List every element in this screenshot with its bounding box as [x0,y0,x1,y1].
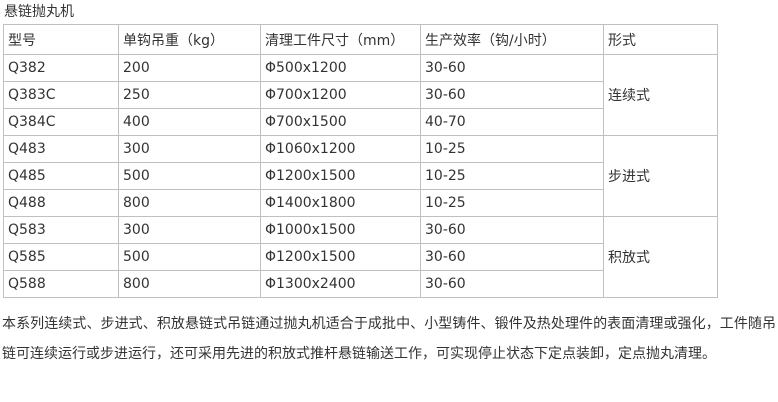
spec-table-body: Q382 200 Φ500x1200 30-60 连续式 Q383C 250 Φ700x120… [3,54,718,298]
cell-size: Φ1000x1500 [260,216,421,244]
cell-size: Φ700x1200 [260,81,421,109]
cell-model: Q588 [3,270,119,298]
cell-load: 500 [118,162,261,190]
cell-load: 800 [118,189,261,217]
header-size: 清理工件尺寸（mm） [260,24,421,55]
spec-table-header: 型号 单钩吊重（kg） 清理工件尺寸（mm） 生产效率（钩/小时） 形式 [3,24,718,55]
cell-efficiency: 40-70 [420,108,604,136]
cell-load: 300 [118,135,261,163]
header-efficiency: 生产效率（钩/小时） [420,24,604,55]
cell-model: Q483 [3,135,119,163]
cell-load: 500 [118,243,261,271]
spec-table: 型号 单钩吊重（kg） 清理工件尺寸（mm） 生产效率（钩/小时） 形式 Q38… [3,24,718,298]
table-row: Q583 300 Φ1000x1500 30-60 积放式 [3,216,718,298]
cell-efficiency: 30-60 [420,243,604,271]
header-load: 单钩吊重（kg） [118,24,261,55]
table-row: Q383C 250 Φ700x1200 30-60 [3,81,718,109]
cell-size: Φ1200x1500 [260,162,421,190]
cell-efficiency: 10-25 [420,162,604,190]
cell-efficiency: 10-25 [420,135,604,163]
cell-size: Φ500x1200 [260,54,421,82]
cell-efficiency: 30-60 [420,81,604,109]
cell-model: Q382 [3,54,119,82]
cell-load: 800 [118,270,261,298]
cell-type: 连续式 [603,54,718,136]
cell-model: Q485 [3,162,119,190]
header-row: 型号 单钩吊重（kg） 清理工件尺寸（mm） 生产效率（钩/小时） 形式 [3,24,718,55]
cell-size: Φ1200x1500 [260,243,421,271]
table-row: Q483 300 Φ1060x1200 10-25 步进式 [3,135,718,217]
table-row: Q588 800 Φ1300x2400 30-60 [3,270,718,298]
header-type: 形式 [603,24,718,55]
cell-load: 250 [118,81,261,109]
table-row: Q485 500 Φ1200x1500 10-25 [3,162,718,190]
cell-model: Q583 [3,216,119,244]
cell-load: 300 [118,216,261,244]
cell-efficiency: 10-25 [420,189,604,217]
cell-model: Q383C [3,81,119,109]
cell-size: Φ1060x1200 [260,135,421,163]
cell-size: Φ1300x2400 [260,270,421,298]
cell-model: Q488 [3,189,119,217]
cell-model: Q585 [3,243,119,271]
table-row: Q382 200 Φ500x1200 30-60 连续式 [3,54,718,136]
table-row: Q585 500 Φ1200x1500 30-60 [3,243,718,271]
cell-efficiency: 30-60 [420,270,604,298]
page-title: 悬链抛丸机 [4,4,74,20]
cell-efficiency: 30-60 [420,216,604,244]
cell-load: 200 [118,54,261,82]
cell-type: 积放式 [603,216,718,298]
table-row: Q384C 400 Φ700x1500 40-70 [3,108,718,136]
description-text: 本系列连续式、步进式、积放悬链式吊链通过抛丸机适合于成批中、小型铸件、锻件及热处… [2,316,776,362]
cell-size: Φ1400x1800 [260,189,421,217]
table-row: Q488 800 Φ1400x1800 10-25 [3,189,718,217]
cell-load: 400 [118,108,261,136]
cell-type: 步进式 [603,135,718,217]
header-model: 型号 [3,24,119,55]
cell-efficiency: 30-60 [420,54,604,82]
cell-model: Q384C [3,108,119,136]
cell-size: Φ700x1500 [260,108,421,136]
